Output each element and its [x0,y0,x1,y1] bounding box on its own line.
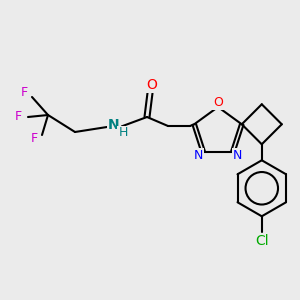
Text: O: O [213,95,223,109]
Text: N: N [194,149,203,162]
Text: F: F [20,86,28,100]
Text: F: F [30,133,38,146]
Text: O: O [147,78,158,92]
Text: N: N [233,149,242,162]
Text: H: H [118,127,128,140]
Text: Cl: Cl [255,234,268,248]
Text: N: N [108,118,120,132]
Text: F: F [14,110,22,124]
